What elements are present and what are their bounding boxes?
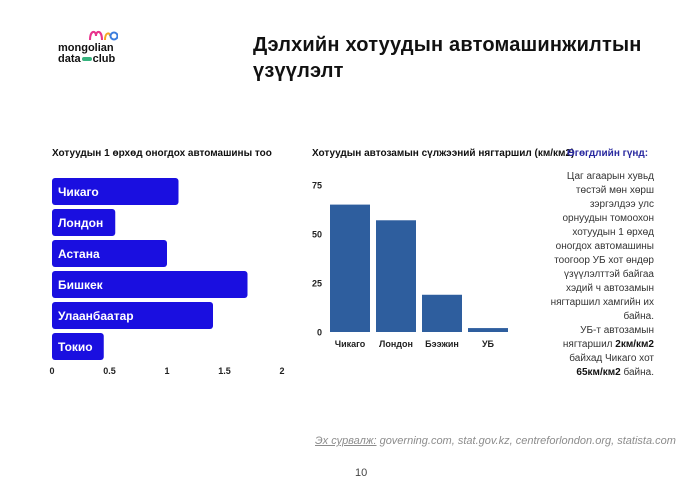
x-tick-1: 0.5	[103, 366, 116, 376]
logo-line2a: data	[58, 53, 81, 65]
col-label-1: Лондон	[379, 339, 413, 349]
source-text: governing.com, stat.gov.kz, centreforlon…	[376, 435, 676, 447]
col-label-0: Чикаго	[335, 339, 366, 349]
bar-5	[52, 333, 104, 360]
col-1	[376, 220, 416, 332]
x-tick-2: 1	[164, 366, 169, 376]
y-tick-1: 25	[312, 279, 322, 289]
col-3	[468, 328, 508, 332]
x-tick-4: 2	[279, 366, 284, 376]
bar-4	[52, 302, 213, 329]
source-line: Эх сурвалж: governing.com, stat.gov.kz, …	[315, 435, 676, 447]
chart2-title: Хотуудын автозамын сүлжээний нягтаршил (…	[312, 148, 575, 159]
bar-0	[52, 178, 179, 205]
note-paragraph-1: Цаг агаарын хувьд төстэй мөн хөрш зэргэл…	[550, 171, 654, 322]
bar-label-5: Токио	[58, 340, 93, 354]
bar-2	[52, 240, 167, 267]
bar-label-0: Чикаго	[58, 185, 99, 199]
logo-mark-icon	[89, 30, 118, 41]
y-tick-0: 0	[317, 328, 322, 338]
bar-3	[52, 271, 248, 298]
page-number: 10	[355, 467, 368, 479]
col-label-3: УБ	[482, 339, 495, 349]
bar-1	[52, 209, 116, 236]
bar-label-2: Астана	[58, 247, 100, 261]
bar-label-4: Улаанбаатар	[58, 309, 134, 323]
col-label-2: Бээжин	[425, 339, 459, 349]
logo-line1: mongolian	[58, 42, 114, 54]
source-label: Эх сурвалж:	[315, 435, 377, 447]
col-2	[422, 294, 462, 332]
x-tick-0: 0	[49, 366, 54, 376]
note-p2b: 2км/км2	[615, 339, 654, 350]
col-0	[330, 204, 370, 332]
logo: mongolian data club	[58, 28, 138, 72]
bar-label-3: Бишкек	[58, 278, 104, 292]
y-tick-2: 50	[312, 230, 322, 240]
bar-label-1: Лондон	[58, 216, 103, 230]
y-tick-3: 75	[312, 181, 322, 191]
note-p2a: УБ-т автозамын нягтаршил	[562, 325, 654, 350]
note-text: Цаг агаарын хувьд төстэй мөн хөрш зэргэл…	[548, 170, 654, 380]
x-tick-3: 1.5	[218, 366, 231, 376]
chart1-title: Хотуудын 1 өрхөд оногдох автомашины тоо	[52, 148, 272, 159]
page-title: Дэлхийн хотуудын автомашинжилтын үзүүлэл…	[253, 34, 642, 82]
note-p2c: байхад Чикаго хот	[569, 353, 654, 364]
note-p2d: 65км/км2	[576, 367, 621, 378]
note-p2e: байна.	[620, 367, 654, 378]
logo-line2b: club	[92, 53, 116, 65]
note-title: Өгөгдлийн гүнд:	[567, 148, 649, 159]
